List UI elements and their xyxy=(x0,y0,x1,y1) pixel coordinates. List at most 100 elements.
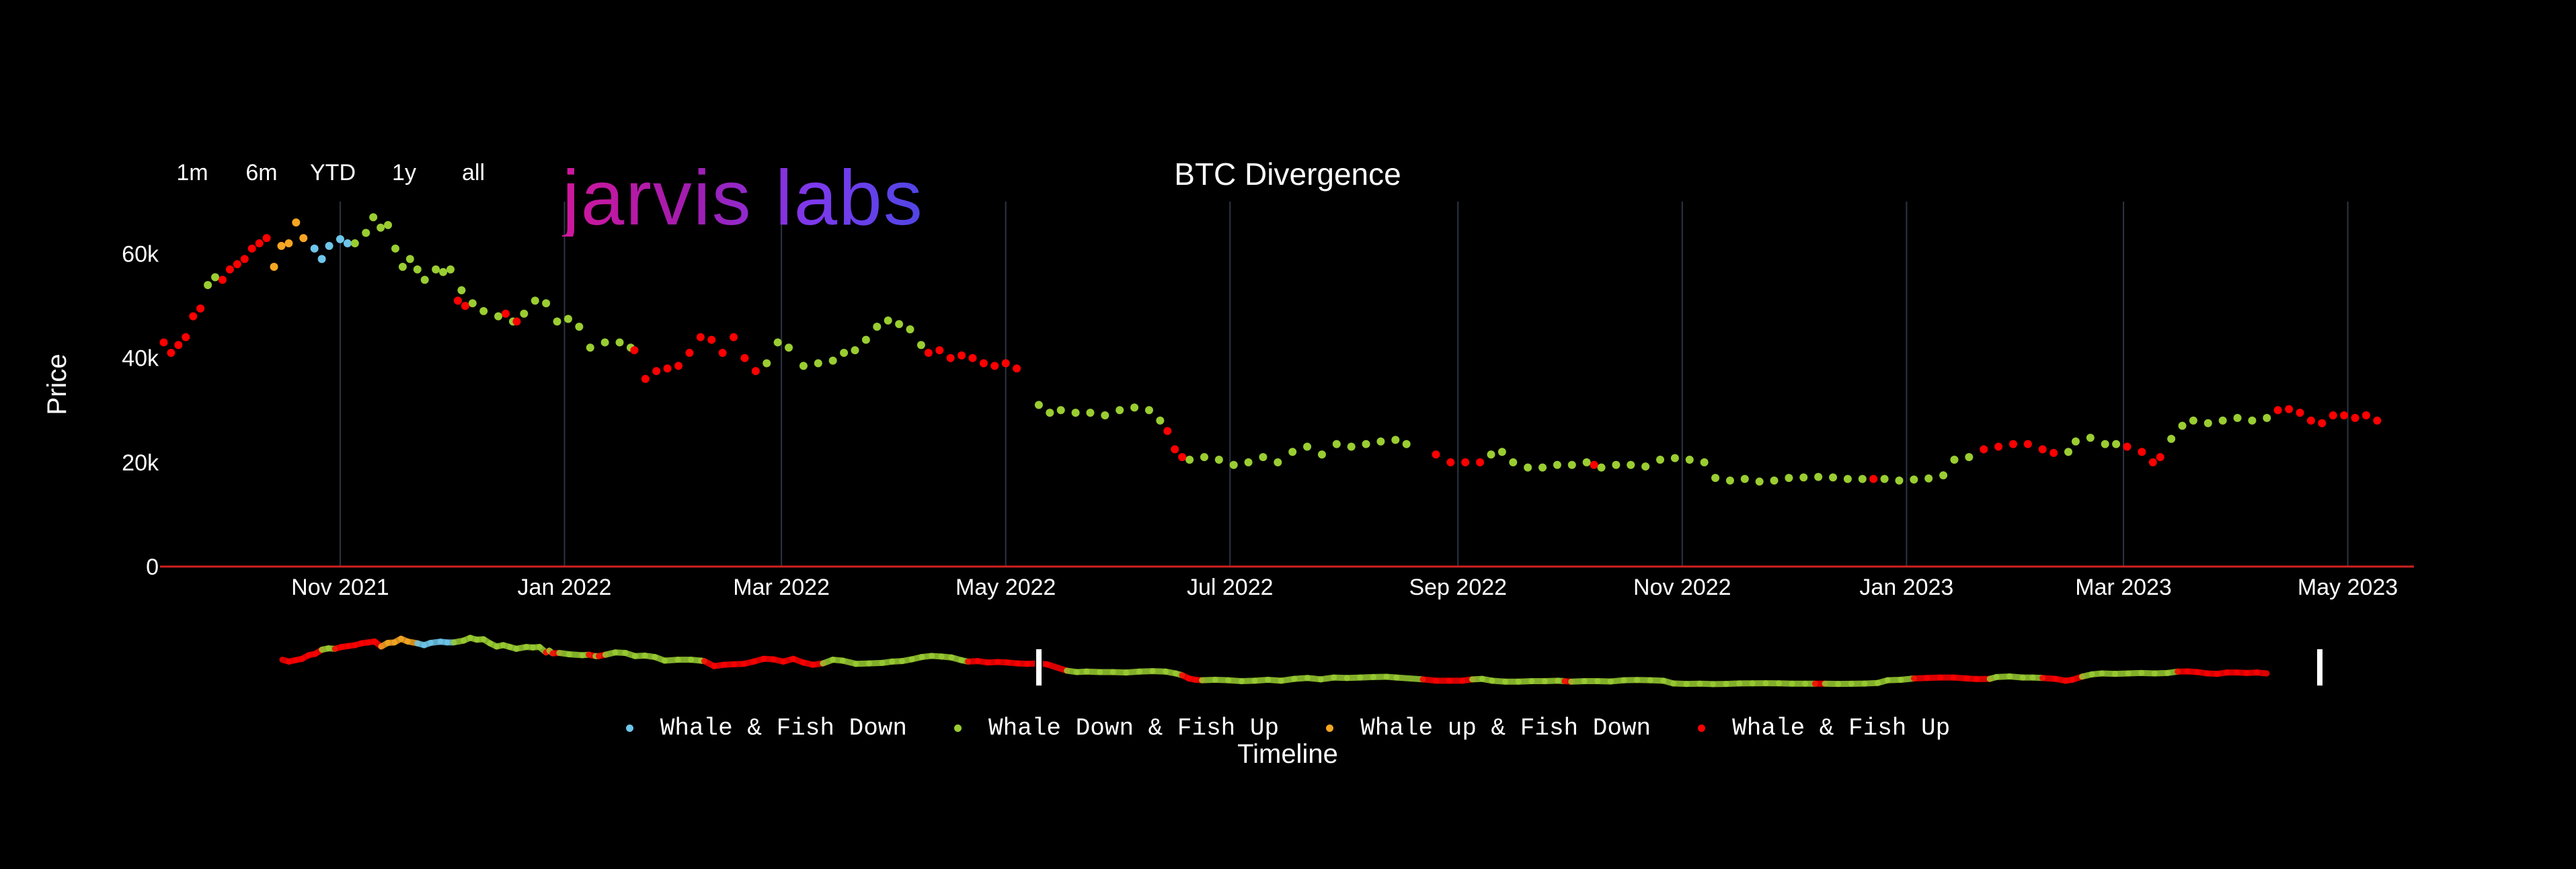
timeline-navigator[interactable] xyxy=(279,634,2324,688)
data-point xyxy=(1627,460,1635,469)
data-point xyxy=(1740,474,1749,483)
data-point xyxy=(799,362,808,370)
data-point xyxy=(2112,440,2121,448)
data-point xyxy=(2038,445,2047,454)
data-point xyxy=(2233,413,2242,422)
data-point xyxy=(641,374,650,383)
x-tick-label: Nov 2022 xyxy=(1633,575,1731,600)
data-point xyxy=(1590,460,1598,469)
data-point xyxy=(740,354,749,362)
range-1m-button[interactable]: 1m xyxy=(176,160,208,185)
data-point xyxy=(391,244,399,253)
x-tick-label: Jan 2023 xyxy=(1859,575,1953,600)
data-point xyxy=(2064,448,2072,456)
legend: Whale & Fish Down Whale Down & Fish Up W… xyxy=(0,711,2576,745)
data-point xyxy=(377,223,385,232)
legend-label: Whale & Fish Down xyxy=(660,714,908,742)
data-point xyxy=(159,338,168,347)
data-point xyxy=(405,255,414,263)
data-point xyxy=(785,343,793,352)
data-point xyxy=(2296,409,2304,417)
data-point xyxy=(563,315,572,323)
data-point xyxy=(2340,411,2349,420)
data-point xyxy=(1582,458,1591,466)
data-point xyxy=(895,320,904,329)
legend-item-whale-down-fish-up[interactable]: Whale Down & Fish Up xyxy=(954,711,1279,745)
data-point xyxy=(1656,455,1665,464)
data-point xyxy=(325,241,334,250)
data-point xyxy=(196,304,205,313)
data-point xyxy=(299,234,308,243)
data-point xyxy=(2285,405,2294,413)
data-point xyxy=(211,273,220,282)
data-point xyxy=(1171,445,1179,454)
series-layer xyxy=(159,213,2382,486)
data-point xyxy=(461,302,469,311)
data-point xyxy=(479,306,488,315)
data-point xyxy=(453,296,462,305)
data-point xyxy=(1980,445,1988,454)
data-point xyxy=(1965,453,1974,462)
range-1y-button[interactable]: 1y xyxy=(392,160,416,185)
data-point xyxy=(2203,419,2212,427)
data-point xyxy=(2101,440,2109,448)
data-point xyxy=(553,317,561,326)
data-point xyxy=(468,299,477,308)
legend-marker xyxy=(625,724,633,732)
data-point xyxy=(1274,458,1282,466)
data-point xyxy=(2329,411,2337,420)
data-point xyxy=(946,354,955,362)
x-tick-label: May 2022 xyxy=(955,575,1056,600)
data-point xyxy=(1597,463,1606,472)
data-point xyxy=(1163,427,1172,436)
data-point xyxy=(432,265,440,274)
data-point xyxy=(968,354,977,362)
data-point xyxy=(2071,437,2080,446)
data-point xyxy=(1785,474,1793,483)
legend-marker xyxy=(1326,724,1334,732)
data-point xyxy=(1843,474,1852,483)
data-point xyxy=(531,296,539,305)
data-point xyxy=(828,356,837,365)
navigator-segment xyxy=(1044,661,1070,674)
navigator-right-handle[interactable] xyxy=(2316,648,2324,687)
data-point xyxy=(1553,460,1561,469)
x-axis-title: Timeline xyxy=(1237,739,1338,769)
data-point xyxy=(277,241,286,250)
data-point xyxy=(884,316,892,325)
data-point xyxy=(1924,474,1933,483)
data-point xyxy=(663,364,672,373)
range-6m-button[interactable]: 6m xyxy=(245,160,278,185)
data-point xyxy=(1538,463,1547,472)
data-point xyxy=(1178,453,1187,462)
data-point xyxy=(2156,453,2164,462)
range-ytd-button[interactable]: YTD xyxy=(310,160,356,185)
navigator-left-handle[interactable] xyxy=(1035,648,1043,687)
range-all-button[interactable]: all xyxy=(461,160,485,185)
data-point xyxy=(1446,458,1455,466)
data-point xyxy=(350,239,359,248)
legend-item-whale-fish-up[interactable]: Whale & Fish Up xyxy=(1698,711,1950,745)
data-point xyxy=(2218,416,2227,425)
navigator-segment xyxy=(1393,674,1426,683)
legend-item-whale-up-fish-down[interactable]: Whale up & Fish Down xyxy=(1326,711,1651,745)
data-point xyxy=(218,276,227,284)
data-point xyxy=(1332,440,1341,448)
data-point xyxy=(1487,450,1495,459)
data-point xyxy=(1402,440,1411,448)
data-point xyxy=(384,220,393,229)
legend-item-whale-fish-down[interactable]: Whale & Fish Down xyxy=(625,711,908,745)
data-point xyxy=(1509,458,1518,466)
data-point xyxy=(751,367,760,376)
data-point xyxy=(718,348,727,357)
data-point xyxy=(446,265,455,274)
series-whale-fish-up xyxy=(159,234,2382,483)
legend-label: Whale Down & Fish Up xyxy=(988,714,1280,742)
y-tick-label: 40k xyxy=(122,346,159,372)
data-point xyxy=(990,362,999,370)
data-point xyxy=(730,333,738,341)
data-point xyxy=(1711,474,1720,483)
data-point xyxy=(317,255,326,263)
data-point xyxy=(420,276,429,284)
data-point xyxy=(2167,434,2176,443)
